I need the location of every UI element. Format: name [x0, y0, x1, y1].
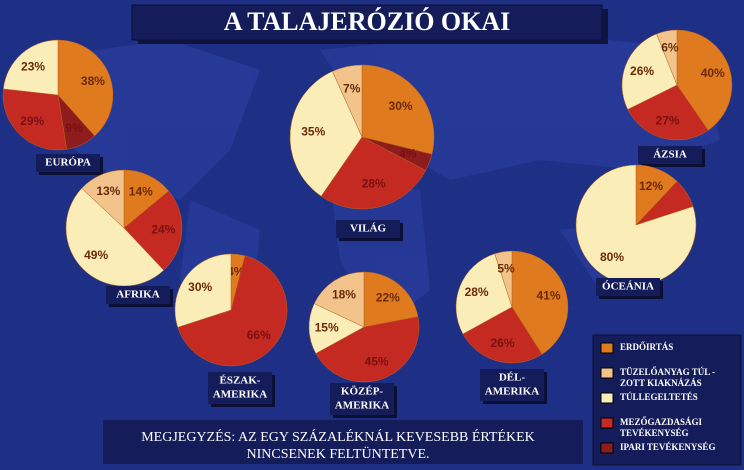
- region-label-box: [36, 154, 100, 172]
- pie-slice: [308, 303, 365, 354]
- pie-slice: [621, 33, 678, 110]
- value-label: 40%: [701, 66, 725, 80]
- legend-swatch: [600, 342, 614, 354]
- value-label: 7%: [343, 81, 361, 95]
- title-box: [131, 4, 603, 41]
- region-label: AMERIKA: [335, 400, 389, 412]
- region-label: KÖZÉP-: [341, 385, 384, 398]
- value-label: 28%: [465, 285, 489, 299]
- region-label-box: [208, 372, 272, 404]
- value-label: 12%: [639, 179, 663, 193]
- value-label: 29%: [20, 114, 44, 128]
- pie-slice: [81, 169, 125, 229]
- pie-slice: [462, 306, 543, 364]
- pie-slice: [511, 250, 569, 355]
- value-label: 26%: [630, 64, 654, 78]
- value-label: 18%: [332, 288, 356, 302]
- legend-label: TEVÉKENYSÉG: [620, 428, 689, 438]
- value-label: 27%: [656, 113, 680, 127]
- value-label: 5%: [497, 262, 515, 276]
- value-label: 4%: [399, 147, 417, 161]
- value-label: 22%: [376, 290, 400, 304]
- value-label: 15%: [315, 320, 339, 334]
- pie-slice: [174, 253, 232, 328]
- pie-slice: [3, 39, 59, 96]
- legend-box: [592, 334, 742, 466]
- pie-slice: [289, 71, 363, 197]
- legend-label: IPARI TEVÉKENYSÉG: [620, 442, 715, 452]
- value-label: 26%: [491, 336, 515, 350]
- note-box: [103, 420, 583, 464]
- value-label: 41%: [537, 289, 561, 303]
- pie-slice: [627, 84, 709, 141]
- value-label: 66%: [247, 328, 271, 342]
- region-label-box: [106, 286, 170, 304]
- region-label: DÉL-: [499, 372, 526, 384]
- chart-title: A TALAJERÓZIÓ OKAI: [224, 7, 511, 36]
- region-label: ÉSZAK-: [220, 375, 261, 387]
- region-label: ÁZSIA: [653, 149, 687, 161]
- pie-slice: [361, 64, 435, 155]
- value-label: 80%: [600, 250, 624, 264]
- pie-slice: [313, 271, 365, 328]
- value-label: 38%: [81, 74, 105, 88]
- region-label: VILÁG: [350, 223, 387, 235]
- pie-slice: [320, 136, 427, 210]
- region-label-box: [596, 278, 660, 296]
- legend-swatch: [600, 417, 614, 429]
- region-label-box: [480, 369, 544, 401]
- legend-label: TÚLLEGELTETÉS: [620, 392, 698, 402]
- region-label-box: [330, 383, 394, 415]
- legend-label: ERDŐIRTÁS: [620, 342, 673, 352]
- region-label-box: [638, 146, 702, 164]
- legend-swatch: [600, 367, 614, 379]
- value-label: 13%: [96, 184, 120, 198]
- pie-slice: [656, 29, 678, 86]
- value-label: 30%: [389, 99, 413, 113]
- legend-swatch: [600, 442, 614, 454]
- note: MEGJEGYZÉS: AZ EGY SZÁZALÉKNÁL KEVESEBB …: [141, 428, 535, 445]
- pie-slice: [177, 255, 288, 367]
- value-label: 49%: [84, 248, 108, 262]
- region-label: EURÓPA: [45, 157, 91, 169]
- pie-slice: [2, 88, 67, 151]
- value-label: 23%: [21, 59, 45, 73]
- value-label: 28%: [362, 177, 386, 191]
- value-label: 45%: [365, 354, 389, 368]
- pie-slice: [363, 271, 419, 328]
- pie-slice: [676, 29, 733, 131]
- region-label-box: [336, 220, 400, 238]
- region-label: AFRIKA: [116, 289, 159, 301]
- pie-slice: [57, 39, 114, 137]
- pie-slice: [575, 164, 697, 286]
- pie-slice: [494, 250, 513, 308]
- pie-slice: [123, 190, 183, 271]
- legend-label: MEZŐGAZDASÁGI: [620, 417, 703, 427]
- value-label: 35%: [301, 125, 325, 139]
- pie-slice: [123, 169, 170, 229]
- pie-slice: [65, 187, 165, 287]
- legend-label: TÜZELŐANYAG TÚL -: [620, 367, 715, 377]
- legend-label: ZOTT KIAKNÁZÁS: [620, 378, 702, 388]
- region-label: AMERIKA: [213, 389, 267, 401]
- value-label: 14%: [129, 184, 153, 198]
- pie-slice: [455, 253, 513, 335]
- legend-swatch: [600, 392, 614, 404]
- pie-slice: [332, 64, 363, 138]
- note: NINCSENEK FELTÜNTETVE.: [246, 445, 429, 462]
- value-label: 6%: [661, 40, 679, 54]
- value-label: 30%: [188, 280, 212, 294]
- pie-slice: [315, 316, 420, 383]
- value-label: 24%: [151, 223, 175, 237]
- region-label: AMERIKA: [485, 386, 539, 398]
- region-label: ÓCEÁNIA: [602, 281, 654, 293]
- value-label: 9%: [65, 121, 83, 135]
